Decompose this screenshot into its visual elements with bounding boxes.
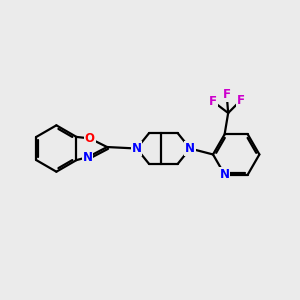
Text: F: F [209,95,217,108]
Text: N: N [220,168,230,181]
Text: N: N [132,142,142,155]
Text: N: N [83,151,93,164]
Text: F: F [223,88,231,101]
Text: O: O [85,132,95,145]
Text: F: F [237,94,245,107]
Text: N: N [185,142,195,155]
